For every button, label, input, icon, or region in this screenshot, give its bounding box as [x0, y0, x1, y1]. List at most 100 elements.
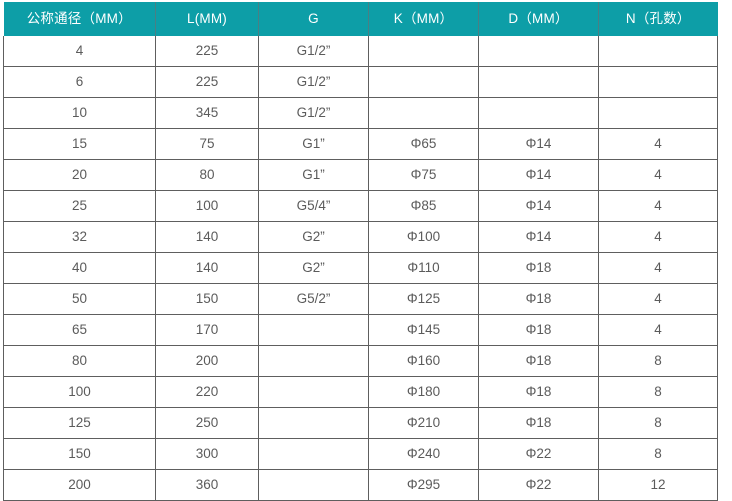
- cell-length: 140: [155, 252, 259, 284]
- cell-nominal-diameter: 25: [3, 190, 156, 222]
- cell-thread-g: [258, 438, 369, 470]
- cell-k: [368, 36, 479, 67]
- cell-length: 150: [155, 283, 259, 315]
- cell-k: Φ145: [368, 314, 479, 346]
- cell-nominal-diameter: 150: [3, 438, 156, 470]
- cell-thread-g: G1”: [258, 128, 369, 160]
- cell-length: 140: [155, 221, 259, 253]
- cell-k: Φ100: [368, 221, 479, 253]
- cell-n-hole-count: 8: [598, 438, 718, 470]
- cell-d: [478, 66, 599, 98]
- cell-d: Φ14: [478, 128, 599, 160]
- cell-d: [478, 97, 599, 129]
- cell-thread-g: G2”: [258, 221, 369, 253]
- cell-n-hole-count: 4: [598, 252, 718, 284]
- cell-length: 360: [155, 469, 259, 501]
- cell-length: 250: [155, 407, 259, 439]
- cell-length: 170: [155, 314, 259, 346]
- cell-k: Φ85: [368, 190, 479, 222]
- cell-n-hole-count: 8: [598, 407, 718, 439]
- cell-nominal-diameter: 200: [3, 469, 156, 501]
- table-row: 50 150 G5/2” Φ125 Φ18 4: [3, 283, 718, 315]
- table-row: 125 250 Φ210 Φ18 8: [3, 407, 718, 439]
- table-row: 80 200 Φ160 Φ18 8: [3, 345, 718, 377]
- cell-d: Φ22: [478, 438, 599, 470]
- table-row: 4 225 G1/2”: [3, 36, 718, 67]
- table-row: 65 170 Φ145 Φ18 4: [3, 314, 718, 346]
- cell-k: Φ295: [368, 469, 479, 501]
- cell-nominal-diameter: 15: [3, 128, 156, 160]
- cell-length: 75: [155, 128, 259, 160]
- table-header: 公称通径（MM） L(MM) G K（MM） D（MM） N（孔数）: [3, 2, 718, 36]
- cell-nominal-diameter: 10: [3, 97, 156, 129]
- column-header-n-hole-count: N（孔数）: [598, 2, 718, 36]
- cell-thread-g: G1/2”: [258, 97, 369, 129]
- table-row: 200 360 Φ295 Φ22 12: [3, 469, 718, 501]
- cell-thread-g: [258, 314, 369, 346]
- cell-nominal-diameter: 6: [3, 66, 156, 98]
- table-row: 20 80 G1” Φ75 Φ14 4: [3, 159, 718, 191]
- cell-d: Φ14: [478, 221, 599, 253]
- cell-thread-g: [258, 376, 369, 408]
- cell-k: [368, 97, 479, 129]
- table-row: 6 225 G1/2”: [3, 66, 718, 98]
- cell-nominal-diameter: 32: [3, 221, 156, 253]
- table-row: 10 345 G1/2”: [3, 97, 718, 129]
- cell-n-hole-count: 4: [598, 221, 718, 253]
- cell-nominal-diameter: 4: [3, 36, 156, 67]
- cell-thread-g: G5/2”: [258, 283, 369, 315]
- cell-k: Φ240: [368, 438, 479, 470]
- cell-n-hole-count: 12: [598, 469, 718, 501]
- cell-d: Φ18: [478, 407, 599, 439]
- cell-length: 200: [155, 345, 259, 377]
- cell-nominal-diameter: 40: [3, 252, 156, 284]
- cell-d: Φ18: [478, 376, 599, 408]
- cell-thread-g: G2”: [258, 252, 369, 284]
- cell-n-hole-count: 8: [598, 345, 718, 377]
- column-header-k: K（MM）: [368, 2, 479, 36]
- cell-d: Φ14: [478, 190, 599, 222]
- specification-table-container: 公称通径（MM） L(MM) G K（MM） D（MM） N（孔数） 4 225 G…: [3, 2, 718, 501]
- cell-n-hole-count: 4: [598, 314, 718, 346]
- cell-k: Φ65: [368, 128, 479, 160]
- cell-k: Φ110: [368, 252, 479, 284]
- cell-length: 345: [155, 97, 259, 129]
- cell-length: 220: [155, 376, 259, 408]
- cell-n-hole-count: [598, 97, 718, 129]
- cell-thread-g: G1/2”: [258, 36, 369, 67]
- cell-d: Φ14: [478, 159, 599, 191]
- table-row: 40 140 G2” Φ110 Φ18 4: [3, 252, 718, 284]
- cell-length: 225: [155, 66, 259, 98]
- cell-d: Φ18: [478, 314, 599, 346]
- cell-length: 225: [155, 36, 259, 67]
- cell-thread-g: [258, 469, 369, 501]
- cell-length: 80: [155, 159, 259, 191]
- cell-k: Φ75: [368, 159, 479, 191]
- cell-k: Φ180: [368, 376, 479, 408]
- cell-thread-g: G1”: [258, 159, 369, 191]
- cell-thread-g: [258, 345, 369, 377]
- table-row: 25 100 G5/4” Φ85 Φ14 4: [3, 190, 718, 222]
- cell-d: Φ18: [478, 252, 599, 284]
- column-header-d: D（MM）: [478, 2, 599, 36]
- cell-d: Φ22: [478, 469, 599, 501]
- cell-d: Φ18: [478, 283, 599, 315]
- cell-k: Φ125: [368, 283, 479, 315]
- cell-d: [478, 36, 599, 67]
- cell-n-hole-count: 4: [598, 159, 718, 191]
- cell-thread-g: G5/4”: [258, 190, 369, 222]
- cell-length: 100: [155, 190, 259, 222]
- cell-n-hole-count: 4: [598, 190, 718, 222]
- cell-n-hole-count: [598, 66, 718, 98]
- cell-nominal-diameter: 20: [3, 159, 156, 191]
- table-header-row: 公称通径（MM） L(MM) G K（MM） D（MM） N（孔数）: [3, 2, 718, 36]
- cell-d: Φ18: [478, 345, 599, 377]
- cell-nominal-diameter: 65: [3, 314, 156, 346]
- cell-n-hole-count: 8: [598, 376, 718, 408]
- column-header-thread-g: G: [258, 2, 369, 36]
- cell-nominal-diameter: 50: [3, 283, 156, 315]
- cell-k: Φ160: [368, 345, 479, 377]
- table-row: 100 220 Φ180 Φ18 8: [3, 376, 718, 408]
- cell-k: [368, 66, 479, 98]
- cell-n-hole-count: 4: [598, 283, 718, 315]
